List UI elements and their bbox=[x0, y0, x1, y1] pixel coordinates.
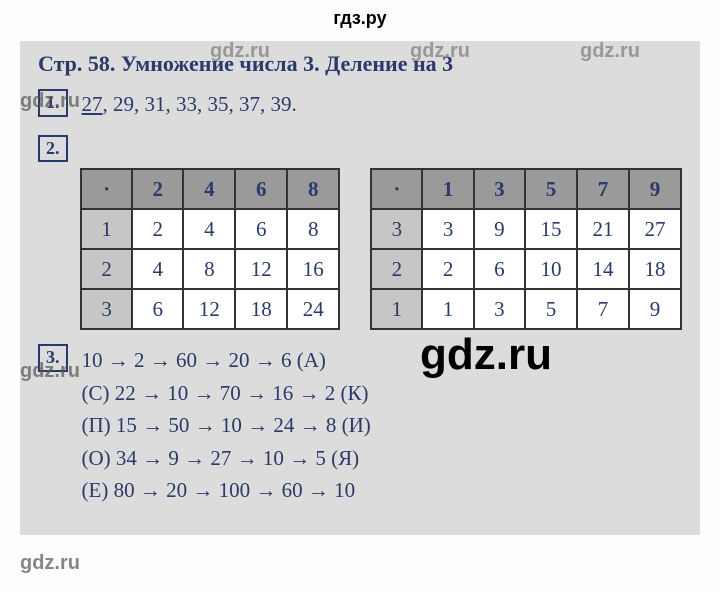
table-cell: 3 bbox=[474, 289, 525, 329]
table-header-cell: 9 bbox=[629, 169, 681, 209]
exercise-2-number: 2. bbox=[38, 135, 68, 163]
table-cell: 12 bbox=[183, 289, 235, 329]
table-cell: 2 bbox=[422, 249, 473, 289]
table-cell: 8 bbox=[183, 249, 235, 289]
table-cell: 18 bbox=[235, 289, 287, 329]
table-cell: 12 bbox=[235, 249, 287, 289]
exercise-3-number: 3. bbox=[38, 344, 68, 372]
table-cell: 15 bbox=[525, 209, 577, 249]
table-cell: 6 bbox=[474, 249, 525, 289]
exercise-3-line: (С) 22 → 10 → 70 → 16 → 2 (К) bbox=[82, 377, 371, 410]
exercise-3-line: 10 → 2 → 60 → 20 → 6 (А) bbox=[82, 344, 371, 377]
table-cell: 18 bbox=[629, 249, 681, 289]
table-cell: 21 bbox=[577, 209, 629, 249]
table-cell: 14 bbox=[577, 249, 629, 289]
table-cell: 1 bbox=[422, 289, 473, 329]
exercise-2: 2. ·246812468248121636121824 ·1357933915… bbox=[38, 135, 682, 331]
table-cell: 6 bbox=[235, 209, 287, 249]
exercise-1-first: 27 bbox=[82, 92, 103, 116]
table-header-cell: 6 bbox=[235, 169, 287, 209]
table-header-cell: 7 bbox=[577, 169, 629, 209]
table-cell: 3 bbox=[422, 209, 473, 249]
exercise-1-body: 27, 29, 31, 33, 35, 37, 39. bbox=[82, 89, 297, 121]
table-header-cell: 8 bbox=[287, 169, 339, 209]
table-cell: 4 bbox=[132, 249, 183, 289]
table-header-cell: 2 bbox=[132, 169, 183, 209]
site-header: гдз.ру bbox=[0, 0, 720, 37]
table-cell: 3 bbox=[81, 289, 132, 329]
exercise-3-line: (О) 34 → 9 → 27 → 10 → 5 (Я) bbox=[82, 442, 371, 475]
table-a: ·246812468248121636121824 bbox=[80, 168, 340, 330]
content-panel: Стр. 58. Умножение числа 3. Деление на 3… bbox=[20, 41, 700, 535]
table-b: ·13579339152127226101418113579 bbox=[370, 168, 682, 330]
table-header-cell: 1 bbox=[422, 169, 473, 209]
table-cell: 6 bbox=[132, 289, 183, 329]
exercise-1-number: 1. bbox=[38, 89, 68, 117]
table-header-cell: 3 bbox=[474, 169, 525, 209]
table-cell: 9 bbox=[629, 289, 681, 329]
table-cell: 27 bbox=[629, 209, 681, 249]
table-cell: 16 bbox=[287, 249, 339, 289]
table-header-cell: · bbox=[81, 169, 132, 209]
exercise-2-tables: ·246812468248121636121824 ·1357933915212… bbox=[80, 168, 682, 330]
table-header-cell: · bbox=[371, 169, 422, 209]
table-cell: 7 bbox=[577, 289, 629, 329]
table-cell: 2 bbox=[81, 249, 132, 289]
exercise-3-lines: 10 → 2 → 60 → 20 → 6 (А)(С) 22 → 10 → 70… bbox=[82, 344, 371, 507]
table-cell: 1 bbox=[81, 209, 132, 249]
table-cell: 10 bbox=[525, 249, 577, 289]
table-cell: 24 bbox=[287, 289, 339, 329]
table-cell: 5 bbox=[525, 289, 577, 329]
table-cell: 2 bbox=[132, 209, 183, 249]
table-header-cell: 4 bbox=[183, 169, 235, 209]
table-cell: 8 bbox=[287, 209, 339, 249]
table-header-cell: 5 bbox=[525, 169, 577, 209]
exercise-3-line: (Е) 80 → 20 → 100 → 60 → 10 bbox=[82, 474, 371, 507]
exercise-1-rest: , 29, 31, 33, 35, 37, 39. bbox=[103, 92, 297, 116]
table-cell: 2 bbox=[371, 249, 422, 289]
page-title: Стр. 58. Умножение числа 3. Деление на 3 bbox=[38, 51, 682, 77]
table-cell: 3 bbox=[371, 209, 422, 249]
exercise-1: 1. 27, 29, 31, 33, 35, 37, 39. bbox=[38, 89, 682, 121]
exercise-3: 3. 10 → 2 → 60 → 20 → 6 (А)(С) 22 → 10 →… bbox=[38, 344, 682, 507]
table-cell: 1 bbox=[371, 289, 422, 329]
table-cell: 4 bbox=[183, 209, 235, 249]
watermark-icon: gdz.ru bbox=[20, 552, 80, 575]
table-cell: 9 bbox=[474, 209, 525, 249]
exercise-3-line: (П) 15 → 50 → 10 → 24 → 8 (И) bbox=[82, 409, 371, 442]
